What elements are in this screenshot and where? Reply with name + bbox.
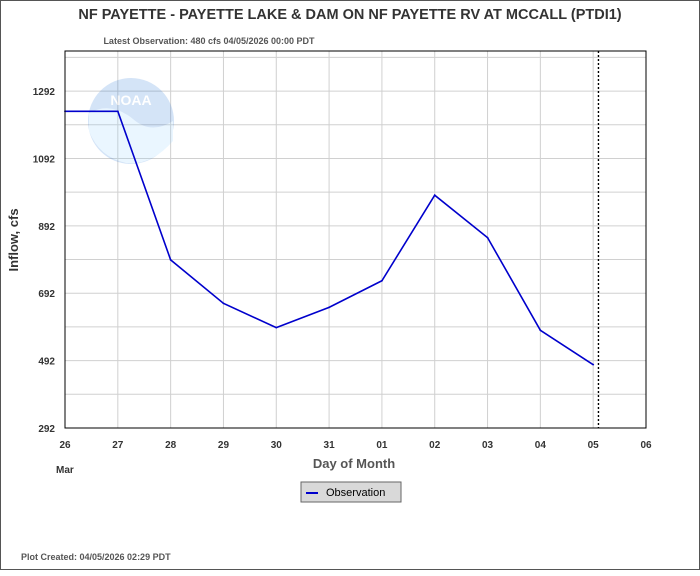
x-tick-label: 02 bbox=[429, 440, 441, 451]
x-tick-label: 26 bbox=[59, 440, 71, 451]
x-tick-label: 29 bbox=[218, 440, 230, 451]
chart-title: NF PAYETTE - PAYETTE LAKE & DAM ON NF PA… bbox=[78, 7, 621, 23]
y-tick-label: 492 bbox=[38, 357, 55, 368]
y-axis-label: Inflow, cfs bbox=[6, 208, 21, 271]
observation-point bbox=[275, 326, 278, 329]
x-tick-label: 05 bbox=[588, 440, 600, 451]
legend-box bbox=[300, 481, 402, 503]
y-tick-label: 1292 bbox=[33, 87, 56, 98]
plot-area bbox=[65, 51, 646, 428]
x-tick-label: 31 bbox=[324, 440, 336, 451]
noaa-logo: NOAA bbox=[88, 78, 174, 164]
x-axis-label: Day of Month bbox=[313, 456, 395, 471]
observation-point bbox=[222, 302, 225, 305]
observation-point bbox=[539, 329, 542, 332]
plot-border bbox=[64, 50, 647, 429]
plot-created-text: Plot Created: 04/05/2026 02:29 PDT bbox=[21, 552, 171, 562]
observation-point bbox=[381, 279, 383, 282]
x-tick-label: 04 bbox=[535, 440, 547, 451]
observation-point bbox=[116, 110, 119, 113]
x-tick-label: 28 bbox=[165, 440, 177, 451]
legend-label: Observation bbox=[326, 487, 385, 499]
y-tick-label: 1092 bbox=[33, 154, 56, 165]
y-tick-label: 692 bbox=[38, 289, 55, 300]
x-axis-ticks: 26 27 28 29 30 31 01 02 03 04 05 06 bbox=[59, 440, 652, 451]
x-tick-label: 30 bbox=[271, 440, 283, 451]
x-tick-label: 27 bbox=[112, 440, 124, 451]
y-axis-ticks: 1292 1092 892 692 492 292 bbox=[33, 87, 56, 435]
grid-lines bbox=[64, 51, 647, 429]
observation-point bbox=[592, 363, 595, 366]
observation-point bbox=[169, 258, 172, 261]
x-tick-label: 06 bbox=[640, 440, 652, 451]
observation-point bbox=[486, 236, 489, 239]
x-tick-label: 03 bbox=[482, 440, 494, 451]
x-axis-month-label: Mar bbox=[56, 465, 74, 476]
y-tick-label: 892 bbox=[38, 222, 55, 233]
observation-point bbox=[328, 306, 330, 309]
x-tick-label: 01 bbox=[376, 440, 388, 451]
observation-point bbox=[433, 194, 436, 197]
noaa-logo-text: NOAA bbox=[110, 92, 151, 108]
y-tick-label: 292 bbox=[38, 424, 55, 435]
latest-observation-text: Latest Observation: 480 cfs 04/05/2026 0… bbox=[103, 36, 315, 46]
legend: Observation bbox=[300, 481, 402, 503]
